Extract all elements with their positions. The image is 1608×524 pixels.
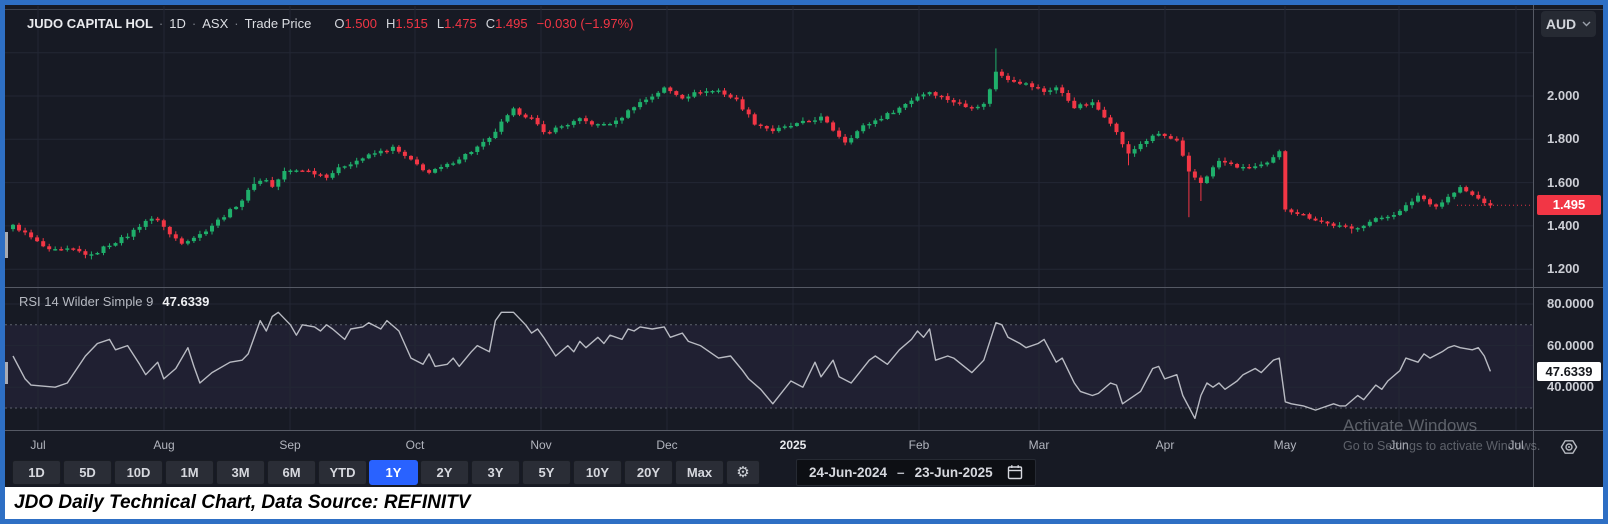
pane-separator[interactable] [5,287,1603,288]
currency-label: AUD [1545,16,1577,32]
symbol-name[interactable]: JUDO CAPITAL HOL [27,16,153,31]
rsi-pane [5,288,1533,430]
range-button-ytd[interactable]: YTD [318,459,367,485]
time-axis[interactable]: Jul Aug Sep Oct Nov Dec 2025 Feb Mar Apr May Jun Jul [5,431,1533,457]
time-axis-month-Jul: Jul [30,438,46,452]
currency-selector[interactable]: AUD [1541,11,1596,37]
rsi-legend: RSI 14 Wilder Simple 9 47.6339 [19,294,209,309]
rsi-indicator-label[interactable]: RSI 14 Wilder Simple 9 [19,294,154,309]
rsi-tick-60.0000: 60.0000 [1547,337,1594,353]
left-scale-stub-rsi [5,362,8,384]
time-axis-month-Aug: Aug [153,438,175,452]
time-axis-month-Jul: Jul [1508,438,1524,452]
range-button-2y[interactable]: 2Y [420,459,469,485]
axis-settings-icon[interactable] [1534,437,1603,457]
price-tick-2.000: 2.000 [1547,88,1580,103]
date-from: 24-Jun-2024 [809,464,888,480]
low-value: 1.475 [444,16,477,31]
time-axis-month-Dec: Dec [656,438,678,452]
range-button-1d[interactable]: 1D [12,459,61,485]
time-axis-month-May: May [1273,438,1297,452]
time-axis-month-Oct: Oct [405,438,425,452]
open-value: 1.500 [344,16,377,31]
date-range-picker[interactable]: 24-Jun-2024 – 23-Jun-2025 [796,458,1036,486]
range-button-10d[interactable]: 10D [114,459,163,485]
range-settings-button[interactable]: ⚙ [726,459,760,485]
time-axis-month-Sep: Sep [279,438,301,452]
time-axis-month-Apr: Apr [1155,438,1175,452]
price-axis-column[interactable]: AUD 2.000 1.800 1.600 1.400 1.200 80.0000 60.… [1533,5,1603,487]
interval-label[interactable]: 1D [169,16,186,31]
exchange-label: ASX [202,16,229,31]
price-tick-1.600: 1.600 [1547,174,1580,190]
time-axis-month-Jun: Jun [1389,438,1409,452]
price-tick-1.800: 1.800 [1547,131,1580,147]
range-button-1y[interactable]: 1Y [369,459,418,485]
range-buttons: 1D 5D 10D 1M 3M 6M YTD 1Y 2Y 3Y 5Y 10Y 20Y Max [12,459,726,485]
high-value: 1.515 [395,16,428,31]
time-axis-month-Feb: Feb [908,438,930,452]
range-button-1m[interactable]: 1M [165,459,214,485]
chart-legend: JUDO CAPITAL HOL · 1D · ASX · Trade Price O1.50… [27,16,634,31]
rsi-tick-80.0000: 80.0000 [1547,296,1594,311]
time-axis-month-2025: 2025 [779,438,807,452]
close-value: 1.495 [495,16,528,31]
rsi-current-value: 47.6339 [162,294,210,309]
range-button-6m[interactable]: 6M [267,459,316,485]
rsi-tick-40.0000: 40.0000 [1547,379,1594,395]
chevron-down-icon [1582,21,1591,27]
price-tick-1.200: 1.200 [1547,261,1580,277]
ohlc-readout: O1.500 H1.515 L1.475 C1.495 −0.030 (−1.97%) [334,16,634,31]
range-button-10y[interactable]: 10Y [573,459,622,485]
range-button-3y[interactable]: 3Y [471,459,520,485]
time-axis-month-Nov: Nov [530,438,552,452]
range-button-max[interactable]: Max [675,459,724,485]
candlestick-pane [5,6,1533,287]
axis-separator [5,430,1603,431]
time-axis-month-Mar: Mar [1028,438,1050,452]
date-to: 23-Jun-2025 [914,464,993,480]
left-scale-stub [5,232,8,258]
plot-area: JUDO CAPITAL HOL · 1D · ASX · Trade Price O1.50… [5,5,1533,487]
rsi-value-badge: 47.6339 [1537,361,1601,381]
change-value: −0.030 (−1.97%) [536,16,634,31]
range-button-3m[interactable]: 3M [216,459,265,485]
range-button-5d[interactable]: 5D [63,459,112,485]
price-tick-1.400: 1.400 [1547,217,1580,233]
series-label: Trade Price [244,16,312,31]
range-button-5y[interactable]: 5Y [522,459,571,485]
caption-text: JDO Daily Technical Chart, Data Source: … [14,492,471,513]
trading-chart: JUDO CAPITAL HOL · 1D · ASX · Trade Price O1.50… [5,5,1603,487]
range-button-20y[interactable]: 20Y [624,459,673,485]
figure-caption: JDO Daily Technical Chart, Data Source: … [5,487,1603,519]
bottom-toolbar: 1D 5D 10D 1M 3M 6M YTD 1Y 2Y 3Y 5Y 10Y 20Y Max ⚙ 24-J… [5,457,1533,487]
pane-top-border [5,9,1603,10]
last-price-badge: 1.495 [1537,195,1601,216]
calendar-icon [1007,464,1023,480]
figure-content: JUDO CAPITAL HOL · 1D · ASX · Trade Price O1.50… [5,5,1603,519]
